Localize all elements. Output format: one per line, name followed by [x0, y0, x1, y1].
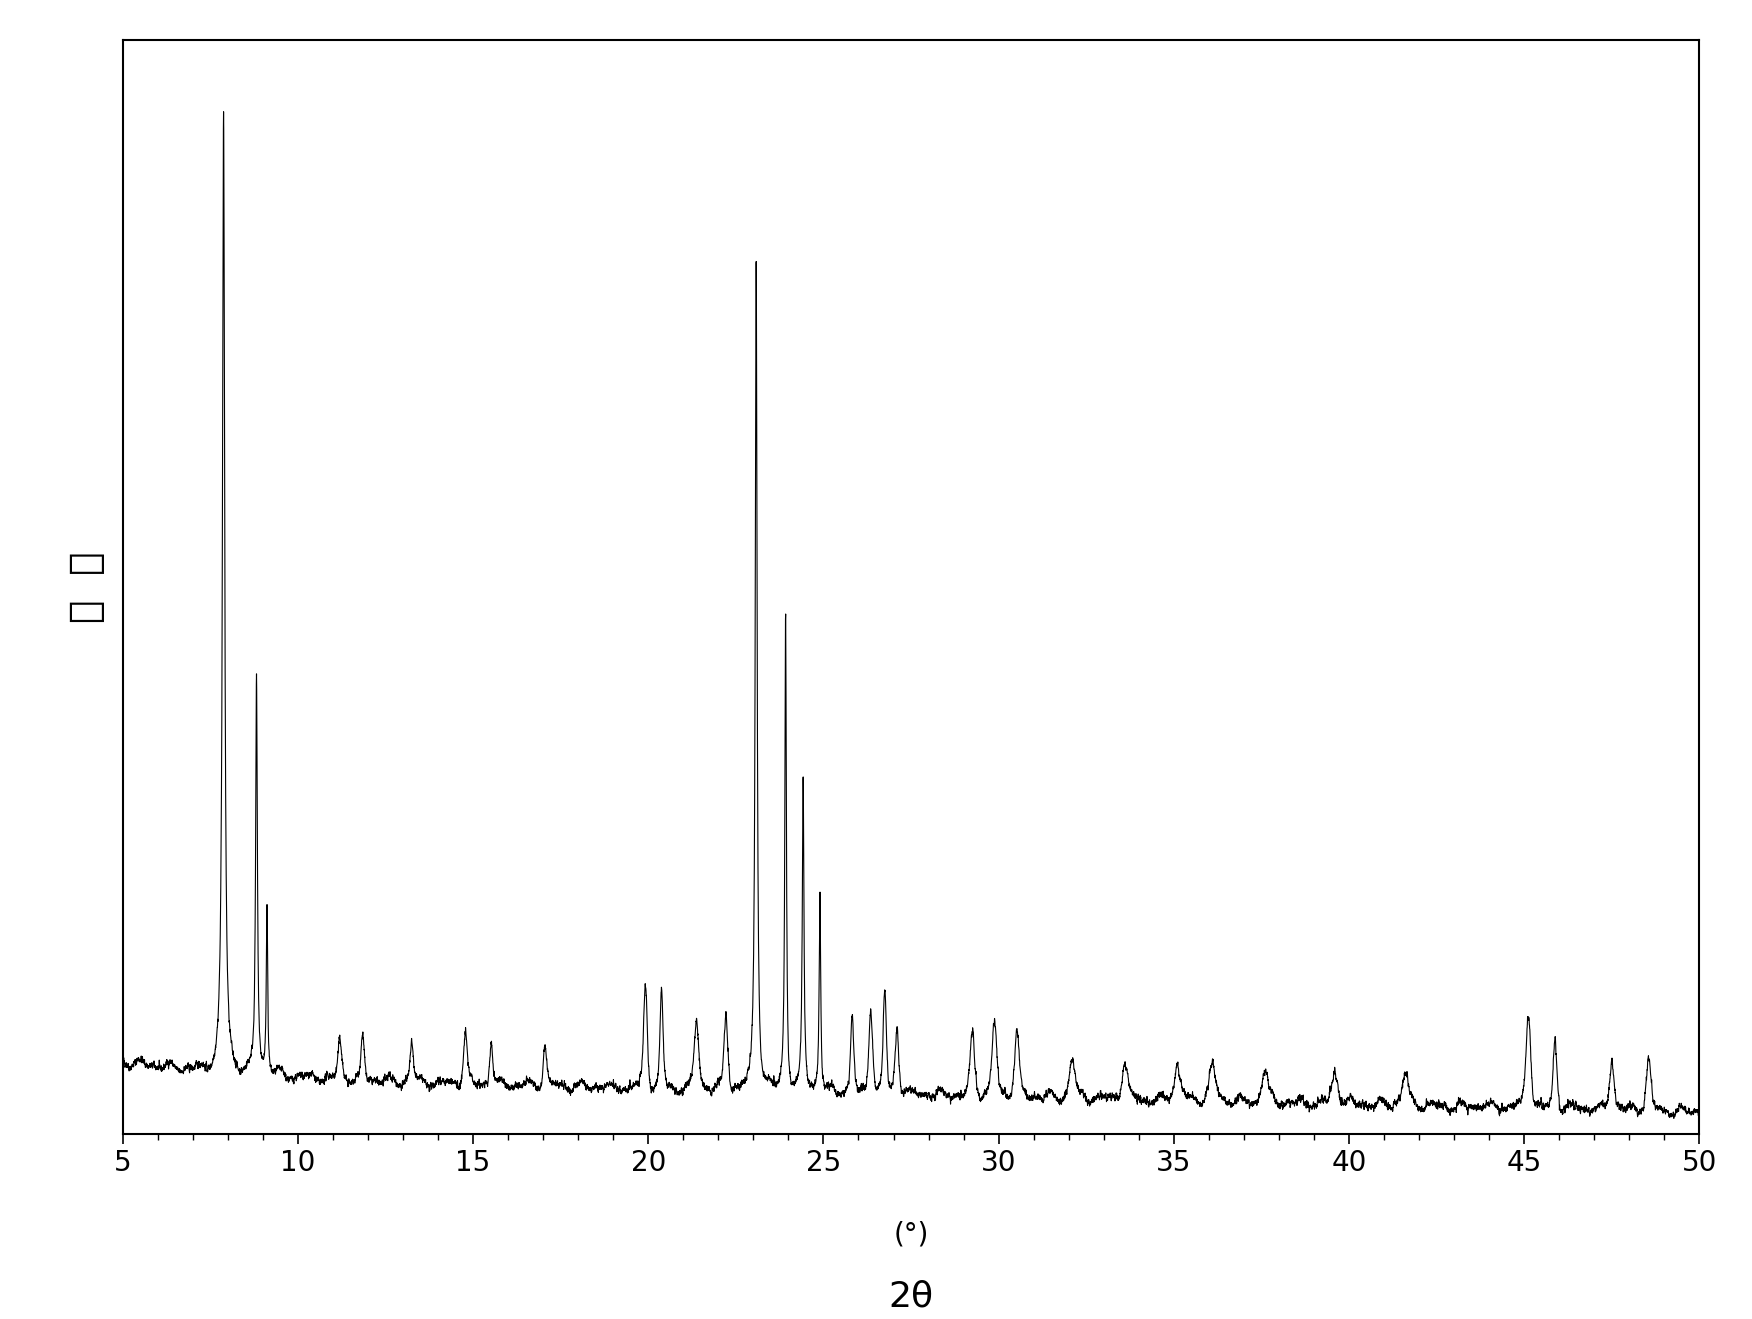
- Y-axis label: 强  度: 强 度: [68, 551, 105, 623]
- Text: (°): (°): [894, 1220, 929, 1248]
- Text: 2θ: 2θ: [888, 1279, 934, 1314]
